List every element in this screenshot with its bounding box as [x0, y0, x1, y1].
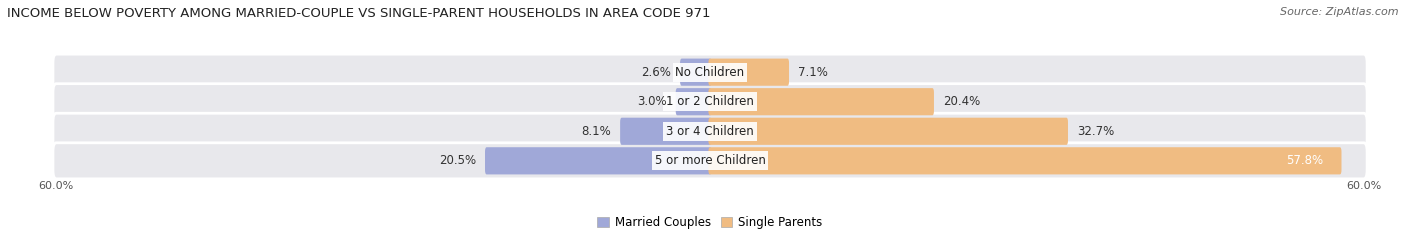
FancyBboxPatch shape: [53, 143, 1367, 179]
FancyBboxPatch shape: [676, 88, 711, 115]
FancyBboxPatch shape: [709, 147, 1341, 175]
FancyBboxPatch shape: [709, 58, 789, 86]
Text: 3 or 4 Children: 3 or 4 Children: [666, 125, 754, 138]
Text: 20.4%: 20.4%: [943, 95, 980, 108]
Text: No Children: No Children: [675, 66, 745, 79]
Text: 7.1%: 7.1%: [799, 66, 828, 79]
FancyBboxPatch shape: [53, 84, 1367, 120]
Text: 5 or more Children: 5 or more Children: [655, 154, 765, 167]
FancyBboxPatch shape: [53, 54, 1367, 90]
FancyBboxPatch shape: [709, 88, 934, 115]
FancyBboxPatch shape: [709, 118, 1069, 145]
Text: 20.5%: 20.5%: [439, 154, 475, 167]
Text: 3.0%: 3.0%: [637, 95, 666, 108]
Text: 1 or 2 Children: 1 or 2 Children: [666, 95, 754, 108]
FancyBboxPatch shape: [681, 58, 711, 86]
Text: 2.6%: 2.6%: [641, 66, 671, 79]
Text: 32.7%: 32.7%: [1077, 125, 1115, 138]
Text: 8.1%: 8.1%: [581, 125, 610, 138]
Legend: Married Couples, Single Parents: Married Couples, Single Parents: [593, 212, 827, 233]
Text: INCOME BELOW POVERTY AMONG MARRIED-COUPLE VS SINGLE-PARENT HOUSEHOLDS IN AREA CO: INCOME BELOW POVERTY AMONG MARRIED-COUPL…: [7, 7, 710, 20]
FancyBboxPatch shape: [485, 147, 711, 175]
FancyBboxPatch shape: [53, 113, 1367, 149]
FancyBboxPatch shape: [620, 118, 711, 145]
Text: 57.8%: 57.8%: [1286, 154, 1323, 167]
Text: Source: ZipAtlas.com: Source: ZipAtlas.com: [1281, 7, 1399, 17]
